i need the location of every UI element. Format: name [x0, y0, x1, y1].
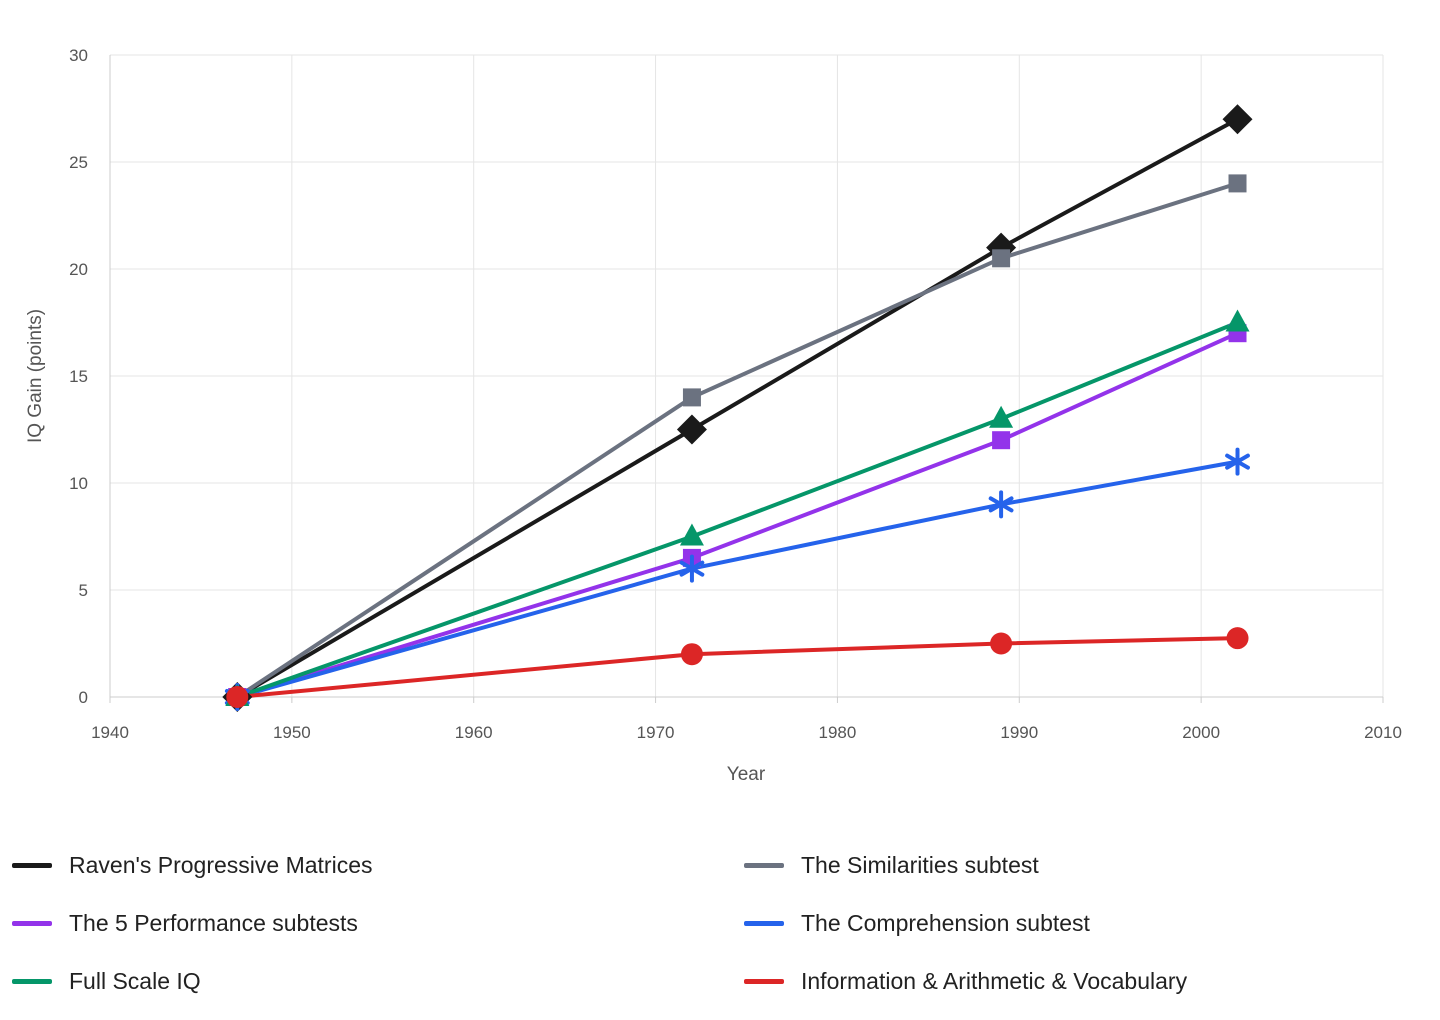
x-tick-label: 1950	[273, 723, 311, 742]
legend-item[interactable]: Raven's Progressive Matrices	[12, 836, 744, 894]
legend-item[interactable]: The Similarities subtest	[744, 836, 1424, 894]
x-tick-label: 1960	[455, 723, 493, 742]
legend-swatch	[12, 978, 52, 984]
legend-label: Full Scale IQ	[69, 967, 201, 994]
legend-label: Information & Arithmetic & Vocabulary	[801, 967, 1188, 994]
x-tick-label: 1970	[637, 723, 675, 742]
data-point	[676, 414, 707, 445]
y-tick-label: 0	[79, 688, 88, 707]
legend-swatch	[12, 862, 52, 868]
data-point	[1225, 309, 1250, 332]
x-tick-label: 2010	[1364, 723, 1402, 742]
legend-item[interactable]: The Comprehension subtest	[744, 894, 1424, 952]
series-group	[222, 104, 1253, 712]
y-tick-label: 30	[69, 46, 88, 65]
legend-item[interactable]: Information & Arithmetic & Vocabulary	[744, 952, 1424, 1010]
data-point	[992, 249, 1011, 268]
legend-item[interactable]: Full Scale IQ	[12, 952, 744, 1010]
x-tick-label: 1940	[91, 723, 129, 742]
y-tick-label: 20	[69, 260, 88, 279]
data-point	[1222, 104, 1253, 135]
series-line	[235, 331, 1240, 699]
data-point	[988, 490, 1014, 519]
data-point	[679, 523, 704, 546]
data-point	[1225, 447, 1250, 476]
series-line	[235, 181, 1240, 699]
axes: 0 5 10 15 20 25 30 1940 1950 1960 1970 1980 1990 2000…	[69, 46, 1402, 742]
x-tick-label: 2000	[1182, 723, 1220, 742]
legend-label: Raven's Progressive Matrices	[69, 851, 373, 878]
grid	[110, 54, 1384, 697]
asterisk-stroke	[679, 560, 705, 577]
y-tick-label: 5	[79, 581, 88, 600]
data-point	[990, 632, 1013, 655]
y-tick-label: 25	[69, 153, 88, 172]
data-point	[1226, 627, 1249, 650]
legend-label: The 5 Performance subtests	[69, 909, 358, 936]
legend-swatch	[744, 862, 784, 868]
data-point	[226, 686, 249, 708]
legend-swatch	[744, 978, 784, 984]
asterisk-stroke	[1225, 453, 1250, 470]
legend-swatch	[12, 920, 52, 926]
y-tick-label: 15	[69, 367, 88, 386]
x-tick-label: 1980	[819, 723, 857, 742]
series-line	[235, 636, 1240, 699]
data-point	[679, 554, 705, 583]
y-tick-label: 10	[69, 474, 88, 493]
legend-label: The Comprehension subtest	[801, 909, 1090, 936]
data-point	[992, 431, 1011, 450]
data-point	[682, 388, 701, 407]
asterisk-stroke	[988, 496, 1014, 513]
data-point	[1228, 174, 1247, 193]
data-point	[680, 643, 703, 666]
series-line	[235, 459, 1240, 699]
y-axis-title: IQ Gain (points)	[25, 309, 46, 443]
x-axis-title: Year	[727, 764, 766, 785]
line-chart: 0 5 10 15 20 25 30 1940 1950 1960 1970 1980 1990 2000…	[25, 46, 1402, 785]
data-point	[989, 405, 1014, 428]
series-line	[235, 320, 1240, 699]
legend-item[interactable]: The 5 Performance subtests	[12, 894, 744, 952]
legend-swatch	[744, 920, 784, 926]
legend-label: The Similarities subtest	[801, 851, 1039, 878]
legend: Raven's Progressive Matrices The Similari…	[12, 836, 1432, 1010]
x-tick-label: 1990	[1000, 723, 1038, 742]
series-line	[235, 117, 1240, 699]
